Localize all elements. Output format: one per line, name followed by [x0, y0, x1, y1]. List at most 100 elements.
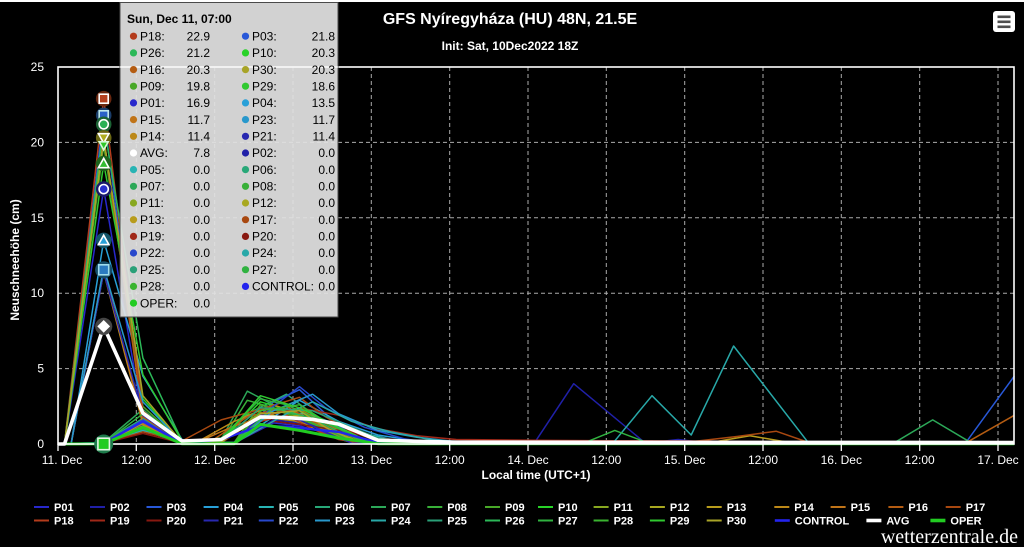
- svg-text:P28:: P28:: [140, 280, 165, 294]
- svg-text:P20:: P20:: [252, 230, 277, 244]
- svg-text:21.2: 21.2: [187, 46, 211, 60]
- svg-text:0.0: 0.0: [318, 280, 335, 294]
- svg-text:20: 20: [31, 135, 45, 149]
- svg-text:P14:: P14:: [140, 130, 165, 144]
- svg-text:20.3: 20.3: [312, 63, 336, 77]
- svg-text:14. Dec: 14. Dec: [507, 453, 548, 467]
- svg-text:P28: P28: [614, 516, 634, 528]
- svg-text:AVG:: AVG:: [140, 146, 168, 160]
- svg-text:P14: P14: [794, 502, 814, 514]
- svg-text:0.0: 0.0: [318, 163, 335, 177]
- svg-text:P21:: P21:: [252, 130, 277, 144]
- svg-text:12:00: 12:00: [435, 453, 465, 467]
- svg-text:20.3: 20.3: [187, 63, 211, 77]
- svg-text:15. Dec: 15. Dec: [664, 453, 705, 467]
- svg-text:P05:: P05:: [140, 163, 165, 177]
- svg-text:P07:: P07:: [140, 180, 165, 194]
- svg-text:AVG: AVG: [886, 516, 909, 528]
- svg-text:0.0: 0.0: [193, 196, 210, 210]
- svg-text:0.0: 0.0: [193, 296, 210, 310]
- svg-text:11.7: 11.7: [188, 113, 211, 127]
- svg-text:P18:: P18:: [140, 29, 165, 43]
- svg-text:P11: P11: [614, 502, 633, 514]
- svg-text:12:00: 12:00: [748, 453, 778, 467]
- svg-text:P15:: P15:: [140, 113, 165, 127]
- svg-text:0.0: 0.0: [193, 280, 210, 294]
- svg-text:12:00: 12:00: [278, 453, 308, 467]
- svg-text:P23:: P23:: [252, 113, 277, 127]
- svg-text:16.9: 16.9: [187, 96, 211, 110]
- svg-text:P06: P06: [335, 502, 355, 514]
- svg-text:P17:: P17:: [252, 213, 277, 227]
- svg-text:CONTROL:: CONTROL:: [252, 280, 314, 294]
- svg-text:wetterzentrale.de: wetterzentrale.de: [881, 526, 1018, 548]
- svg-text:0.0: 0.0: [318, 263, 335, 277]
- svg-text:P10: P10: [558, 502, 578, 514]
- svg-text:0.0: 0.0: [193, 180, 210, 194]
- svg-text:0: 0: [37, 437, 44, 451]
- svg-text:0.0: 0.0: [193, 230, 210, 244]
- svg-text:P27:: P27:: [252, 263, 277, 277]
- svg-text:12:00: 12:00: [591, 453, 621, 467]
- svg-text:P09:: P09:: [140, 79, 165, 93]
- svg-text:P03: P03: [167, 502, 187, 514]
- svg-text:15: 15: [31, 211, 45, 225]
- svg-text:P15: P15: [851, 502, 871, 514]
- svg-text:13. Dec: 13. Dec: [351, 453, 392, 467]
- svg-text:P07: P07: [391, 502, 411, 514]
- svg-text:P26: P26: [505, 516, 525, 528]
- svg-text:P22: P22: [279, 516, 299, 528]
- svg-text:P05: P05: [279, 502, 299, 514]
- svg-text:0.0: 0.0: [318, 246, 335, 260]
- svg-text:11.7: 11.7: [313, 113, 336, 127]
- svg-text:12. Dec: 12. Dec: [194, 453, 235, 467]
- svg-text:0.0: 0.0: [193, 246, 210, 260]
- svg-text:P13: P13: [727, 502, 747, 514]
- svg-text:0.0: 0.0: [318, 180, 335, 194]
- svg-text:11.4: 11.4: [313, 130, 336, 144]
- svg-text:P01:: P01:: [140, 96, 165, 110]
- svg-text:OPER:: OPER:: [140, 296, 177, 310]
- svg-text:P13:: P13:: [140, 213, 165, 227]
- svg-text:P25:: P25:: [140, 263, 165, 277]
- svg-text:P04: P04: [224, 502, 244, 514]
- svg-text:0.0: 0.0: [318, 196, 335, 210]
- svg-text:P26:: P26:: [140, 46, 165, 60]
- svg-text:P08: P08: [447, 502, 467, 514]
- svg-text:Sun, Dec 11, 07:00: Sun, Dec 11, 07:00: [127, 12, 232, 26]
- svg-text:16. Dec: 16. Dec: [821, 453, 862, 467]
- svg-text:P27: P27: [558, 516, 578, 528]
- svg-text:0.0: 0.0: [318, 213, 335, 227]
- svg-text:P02: P02: [110, 502, 130, 514]
- svg-text:21.8: 21.8: [312, 29, 336, 43]
- svg-text:P01: P01: [54, 502, 74, 514]
- svg-text:OPER: OPER: [950, 516, 981, 528]
- svg-text:P12: P12: [670, 502, 690, 514]
- svg-text:P24:: P24:: [252, 246, 277, 260]
- svg-text:P17: P17: [966, 502, 986, 514]
- svg-text:P11:: P11:: [140, 196, 164, 210]
- svg-text:P12:: P12:: [252, 196, 277, 210]
- svg-text:12:00: 12:00: [905, 453, 935, 467]
- svg-text:12:00: 12:00: [121, 453, 151, 467]
- svg-text:0.0: 0.0: [193, 213, 210, 227]
- svg-text:P03:: P03:: [252, 29, 277, 43]
- svg-text:25: 25: [31, 60, 45, 74]
- svg-text:20.3: 20.3: [312, 46, 336, 60]
- svg-text:P29:: P29:: [252, 79, 277, 93]
- svg-text:11.4: 11.4: [188, 130, 211, 144]
- svg-text:11. Dec: 11. Dec: [42, 453, 82, 467]
- svg-text:P30: P30: [727, 516, 747, 528]
- svg-text:0.0: 0.0: [318, 230, 335, 244]
- svg-text:P20: P20: [167, 516, 187, 528]
- svg-text:Init: Sat, 10Dec2022 18Z: Init: Sat, 10Dec2022 18Z: [442, 39, 579, 53]
- svg-text:13.5: 13.5: [312, 96, 336, 110]
- svg-text:P23: P23: [335, 516, 355, 528]
- svg-text:19.8: 19.8: [187, 79, 211, 93]
- svg-text:P06:: P06:: [252, 163, 277, 177]
- svg-text:P10:: P10:: [252, 46, 277, 60]
- svg-text:Local time (UTC+1): Local time (UTC+1): [481, 468, 590, 482]
- svg-text:P02:: P02:: [252, 146, 277, 160]
- svg-text:7.8: 7.8: [193, 146, 210, 160]
- svg-text:P25: P25: [447, 516, 467, 528]
